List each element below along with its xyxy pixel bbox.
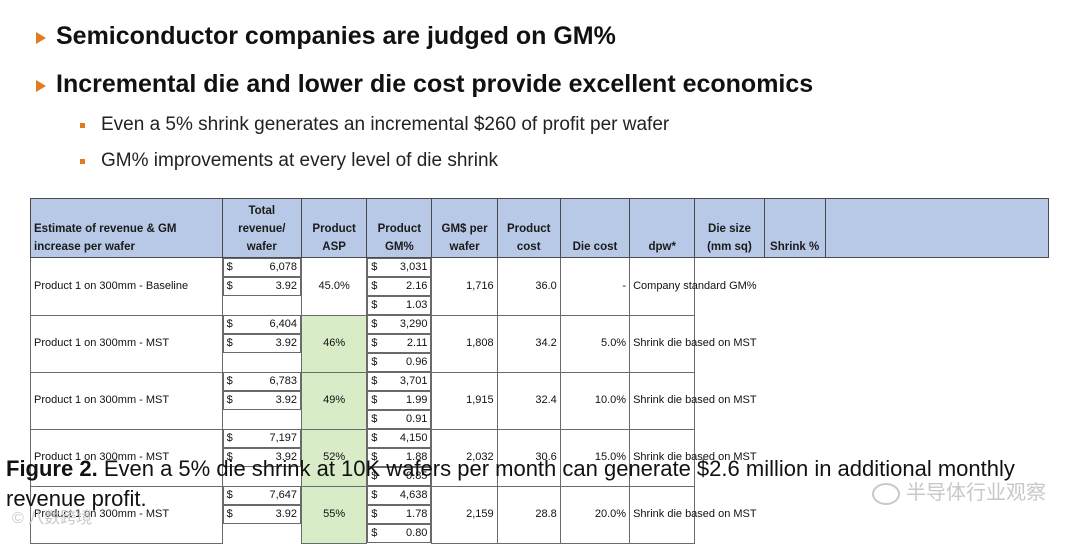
table-cell: 1,915 [431,371,498,430]
wechat-icon [872,482,900,505]
arrow-bullet-icon [36,79,46,92]
table-cell: Shrink die based on MST [629,371,757,430]
table-cell: - [559,257,631,316]
column-header: Product cost [496,198,561,258]
column-header: Shrink % [763,198,826,258]
table-row: Product 1 on 300mm - MST $6,783 $3.92 49% $3… [30,371,1049,430]
table-cell: $1.78 [367,505,432,524]
table-cell: 5.0% [559,314,631,373]
table-cell: 36.0 [496,257,561,316]
table-cell: $6,078 [222,258,302,277]
column-header: Die cost [559,198,631,258]
table-cell: 34.2 [496,314,561,373]
watermark-text: 半导体行业观察 [906,482,1046,504]
table-cell: $3.92 [222,277,302,296]
table-cell: $3.92 [222,448,302,467]
table-cell: $1.88 [367,448,432,467]
sub-bullet-text: GM% improvements at every level of die s… [101,150,499,171]
column-header: Total revenue/ wafer [221,198,303,258]
column-header: dpw* [629,198,696,258]
table-cell: $3,701 [367,372,432,391]
table-cell: $4,638 [367,486,432,505]
table-cell: 52% [301,428,368,487]
sub-bullet-text: Even a 5% shrink generates an incrementa… [101,114,670,135]
table-cell: 10.0% [559,371,631,430]
table-cell: $0.91 [367,410,432,429]
caption-label: Figure 2. [6,456,98,481]
copyright-icon: © [12,510,24,527]
table-cell: $0.85 [367,467,432,486]
table-cell: 2,032 [431,428,498,487]
column-header [824,198,1050,258]
column-header: Product GM% [366,198,433,258]
square-bullet-icon [80,122,85,128]
column-header: Die size (mm sq) [694,198,765,258]
watermark-left: © 八数跨境 [12,504,92,528]
table-cell: Shrink die based on MST [629,428,757,487]
slide-bullet-1: Semiconductor companies are judged on GM… [36,22,616,51]
sub-bullet-2: GM% improvements at every level of die s… [80,150,498,172]
table-cell: Product 1 on 300mm - Baseline [30,257,223,316]
slide-bullet-2: Incremental die and lower die cost provi… [36,70,813,99]
bullet-text: Semiconductor companies are judged on GM… [56,22,616,50]
column-header: GM$ per wafer [431,198,498,258]
table-cell: 46% [301,314,368,373]
table-cell: $3,031 [367,258,432,277]
column-header: Estimate of revenue & GM increase per wa… [30,198,223,258]
table-cell: $1.99 [367,391,432,410]
table-cell: $3.92 [222,391,302,410]
watermark-text: 八数跨境 [28,510,93,527]
sub-bullet-1: Even a 5% shrink generates an incrementa… [80,114,669,136]
table-row: Product 1 on 300mm - MST $7,197 $3.92 52% $4… [30,428,1049,487]
table-row: Product 1 on 300mm - MST $6,404 $3.92 46% $3… [30,314,1049,373]
table-cell: 15.0% [559,428,631,487]
table-cell: 49% [301,371,368,430]
table-cell: $7,197 [222,429,302,448]
figure-caption: Figure 2. Even a 5% die shrink at 10K wa… [6,454,1074,514]
arrow-bullet-icon [36,31,46,44]
table-cell: $4,150 [367,429,432,448]
table-cell: Product 1 on 300mm - MST [30,371,223,430]
table-row: Product 1 on 300mm - Baseline $6,078 $3.92… [30,257,1049,316]
column-header: Product ASP [301,198,368,258]
square-bullet-icon [80,158,85,164]
table-cell: $2.16 [367,277,432,296]
table-cell: $3.92 [222,505,302,524]
bullet-text: Incremental die and lower die cost provi… [56,70,814,98]
table-cell: Shrink die based on MST [629,314,757,373]
table-cell: 45.0% [301,257,368,316]
table-cell: 1,716 [431,257,498,316]
table-cell: 1,808 [431,314,498,373]
table-cell: $0.96 [367,353,432,372]
table-cell: 32.4 [496,371,561,430]
table-cell: Company standard GM% [629,257,757,316]
table-cell: $6,783 [222,372,302,391]
table-cell: $3.92 [222,334,302,353]
caption-text: Even a 5% die shrink at 10K wafers per m… [6,456,1015,511]
watermark-right: 半导体行业观察 [872,476,1046,505]
table-header-row: Estimate of revenue & GM increase per wa… [30,198,1050,258]
table-cell: Product 1 on 300mm - MST [30,314,223,373]
table-cell: Product 1 on 300mm - MST [30,428,223,487]
table-cell: $6,404 [222,315,302,334]
economics-table: Estimate of revenue & GM increase per wa… [30,198,1050,544]
table-cell: $2.11 [367,334,432,353]
table-cell: $3,290 [367,315,432,334]
table-cell: $7,647 [222,486,302,505]
table-cell: $1.03 [367,296,432,315]
